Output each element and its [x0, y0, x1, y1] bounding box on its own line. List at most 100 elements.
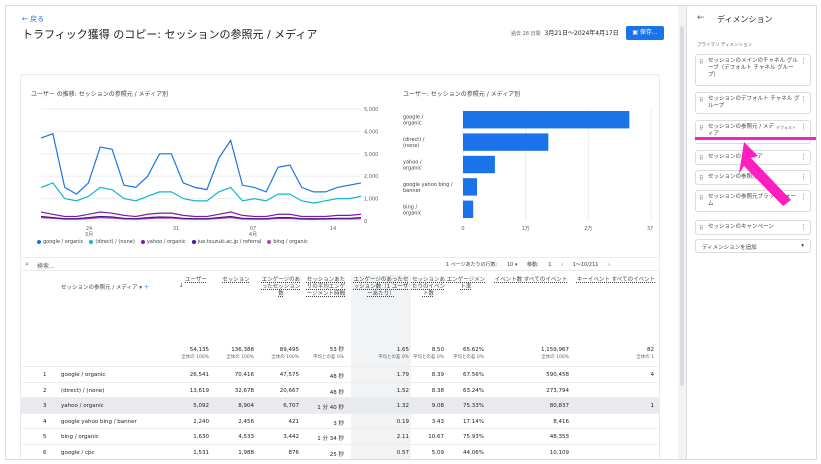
total-sub: 全体の 100%: [181, 355, 209, 360]
bar[interactable]: [463, 200, 474, 218]
row-number: 3: [43, 403, 47, 410]
legend-item[interactable]: jue.tsuzuki.ac.jp / referral: [191, 239, 261, 245]
bar[interactable]: [463, 178, 478, 196]
legend-label: google / organic: [43, 239, 84, 245]
total-value: 65.62%: [463, 347, 484, 353]
next-page-icon[interactable]: ›: [608, 262, 611, 268]
bar[interactable]: [463, 155, 495, 174]
sort-arrow-icon[interactable]: ↓: [179, 283, 184, 289]
x-tick-label: 31: [173, 226, 179, 232]
dimension-item[interactable]: ⠿ セッションのメディア ⋮: [695, 150, 811, 165]
row-metric: 48 秒: [329, 374, 344, 380]
drag-handle-icon[interactable]: ⠿: [699, 155, 704, 162]
dimension-item[interactable]: ⠿ セッションの参照元 / メディア ⋮ デフォルト: [695, 120, 811, 144]
series-line: [40, 215, 362, 220]
table-row[interactable]: 2 (direct) / (none) 13,619 32,678 20,667 48 秒…: [21, 381, 659, 398]
rows-per-page-select[interactable]: 10 ▾: [506, 262, 518, 268]
total-cell: 65.62% 平均との差 0%: [436, 347, 484, 361]
main-scrollbar[interactable]: [678, 6, 686, 459]
table-row[interactable]: 6 google / cpc 1,531 1,988 876 25 秒 0.57 5.09 44…: [21, 444, 659, 459]
column-header[interactable]: セッションあたりのイベント数: [411, 277, 445, 297]
search-input[interactable]: 検索...: [37, 263, 55, 270]
row-metric: 3.43: [431, 418, 444, 425]
more-vert-icon[interactable]: ⋮: [800, 193, 807, 201]
row-metric: 80,837: [549, 403, 569, 410]
more-vert-icon[interactable]: ⋮: [800, 223, 807, 231]
dimension-header[interactable]: セッションの参照元 / メディア ▾ ＋: [61, 285, 171, 292]
row-metric: 20,667: [279, 387, 299, 394]
row-dimension: (direct) / (none): [61, 387, 105, 394]
column-header[interactable]: イベント数 すべてのイベント: [494, 277, 568, 283]
more-vert-icon[interactable]: ⋮: [800, 153, 807, 161]
row-dimension: google / organic: [61, 372, 106, 378]
drag-handle-icon[interactable]: ⠿: [699, 59, 704, 66]
dimension-item[interactable]: ⠿ セッションのキャンペーン ⋮: [695, 220, 811, 235]
page-title: トラフィック獲得 のコピー: セッションの参照元 / メディア: [22, 28, 318, 41]
drag-handle-icon[interactable]: ⠿: [699, 97, 704, 104]
date-range[interactable]: 過去 28 日間 3月21日～2024年4月17日: [511, 28, 619, 37]
table-row[interactable]: 4 google yahoo bing / banner 2,240 2,456 421…: [21, 412, 659, 429]
column-header[interactable]: ユーザー: [185, 277, 207, 283]
total-value: 1.65: [396, 347, 409, 353]
column-header[interactable]: キーイベント すべてのイベント: [576, 277, 656, 283]
drag-handle-icon[interactable]: ⠿: [699, 225, 704, 232]
more-vert-icon[interactable]: ⋮: [800, 95, 807, 103]
column-header[interactable]: セッションあたりの平均エンゲージメント時間: [306, 277, 346, 297]
drag-handle-icon[interactable]: ⠿: [699, 125, 704, 132]
table-row[interactable]: 3 yahoo / organic 5,092 8,904 6,707 1 分 40 秒 1…: [21, 397, 659, 414]
category-label: organic: [403, 210, 422, 216]
prev-page-icon[interactable]: ‹: [561, 262, 564, 268]
row-metric: 6,707: [283, 403, 299, 410]
back-link[interactable]: ← 戻る: [22, 15, 45, 23]
row-metric: 2,240: [193, 418, 209, 425]
row-metric: 75.33%: [463, 403, 484, 410]
row-metric: 421: [288, 418, 300, 425]
add-dimension-icon[interactable]: ＋: [143, 285, 150, 291]
drag-handle-icon[interactable]: ⠿: [699, 195, 704, 202]
drag-handle-icon[interactable]: ⠿: [699, 175, 704, 182]
legend-item[interactable]: (direct) / (none): [89, 239, 135, 245]
add-dimension-select[interactable]: ディメンションを追加 ▾: [695, 239, 811, 253]
table-row[interactable]: 5 bing / organic 1,630 4,533 3,442 1 分 34 秒 2.…: [21, 428, 659, 444]
column-header[interactable]: エンゲージのあったセッション数（1 ユーザーあたり）: [353, 277, 409, 297]
dimension-label: セッションのメディア: [708, 154, 763, 160]
y-tick-label: 2,000: [364, 174, 378, 180]
row-metric: 48,353: [549, 434, 569, 441]
total-cell: 136,388 全体の 100%: [206, 347, 254, 361]
legend-item[interactable]: yahoo / organic: [140, 239, 186, 245]
dimension-panel: ← ディメンション プライマリ ディメンション ⠿ セッションのメインのチャネル …: [686, 6, 816, 459]
row-metric: 5.09: [431, 450, 444, 456]
legend-item[interactable]: bing / organic: [267, 239, 308, 245]
row-metric: 13,619: [189, 387, 209, 394]
dimension-item[interactable]: ⠿ セッションの参照元プラットフォーム ⋮: [695, 190, 811, 212]
column-header[interactable]: セッション: [222, 277, 250, 283]
row-dimension: bing / organic: [61, 434, 99, 441]
scrollbar-thumb[interactable]: [680, 26, 684, 386]
dimension-item[interactable]: ⠿ セッションのメインのチャネル グループ（デフォルト チャネル グループ） ⋮: [695, 54, 811, 86]
total-sub: 平均との差 0%: [452, 355, 484, 360]
row-metric: 1 分 40 秒: [317, 405, 344, 412]
more-vert-icon[interactable]: ⋮: [800, 123, 807, 131]
save-icon: ▣: [632, 29, 640, 36]
row-metric: 1.52: [396, 387, 409, 394]
dropdown-arrow-icon: ▾: [801, 243, 804, 249]
more-vert-icon[interactable]: ⋮: [800, 57, 807, 65]
row-metric: 8,904: [238, 403, 254, 410]
dimension-item[interactable]: ⠿ セッションの参照元 ⋮: [695, 170, 811, 185]
dropdown-icon[interactable]: ▾: [139, 285, 142, 291]
dimension-header-label: セッションの参照元 / メディア: [61, 285, 138, 291]
table-row[interactable]: 1 google / organic 26,541 70,416 47,575 48 秒 1…: [21, 366, 659, 382]
row-metric: 10.67: [428, 434, 444, 441]
bar[interactable]: [463, 133, 549, 151]
save-button[interactable]: ▣ 保存...: [626, 26, 664, 40]
goto-page[interactable]: 1: [548, 262, 552, 268]
dimension-item[interactable]: ⠿ セッションのデフォルト チャネル グループ ⋮: [695, 92, 811, 114]
bar[interactable]: [463, 111, 630, 129]
column-header[interactable]: エンゲージメント率: [446, 277, 486, 290]
arrow-back-icon[interactable]: ←: [697, 13, 705, 23]
more-vert-icon[interactable]: ⋮: [800, 173, 807, 181]
legend-item[interactable]: google / organic: [37, 239, 83, 245]
column-header[interactable]: エンゲージのあったセッション数: [261, 277, 301, 297]
x-tick-label: 07: [250, 226, 256, 232]
